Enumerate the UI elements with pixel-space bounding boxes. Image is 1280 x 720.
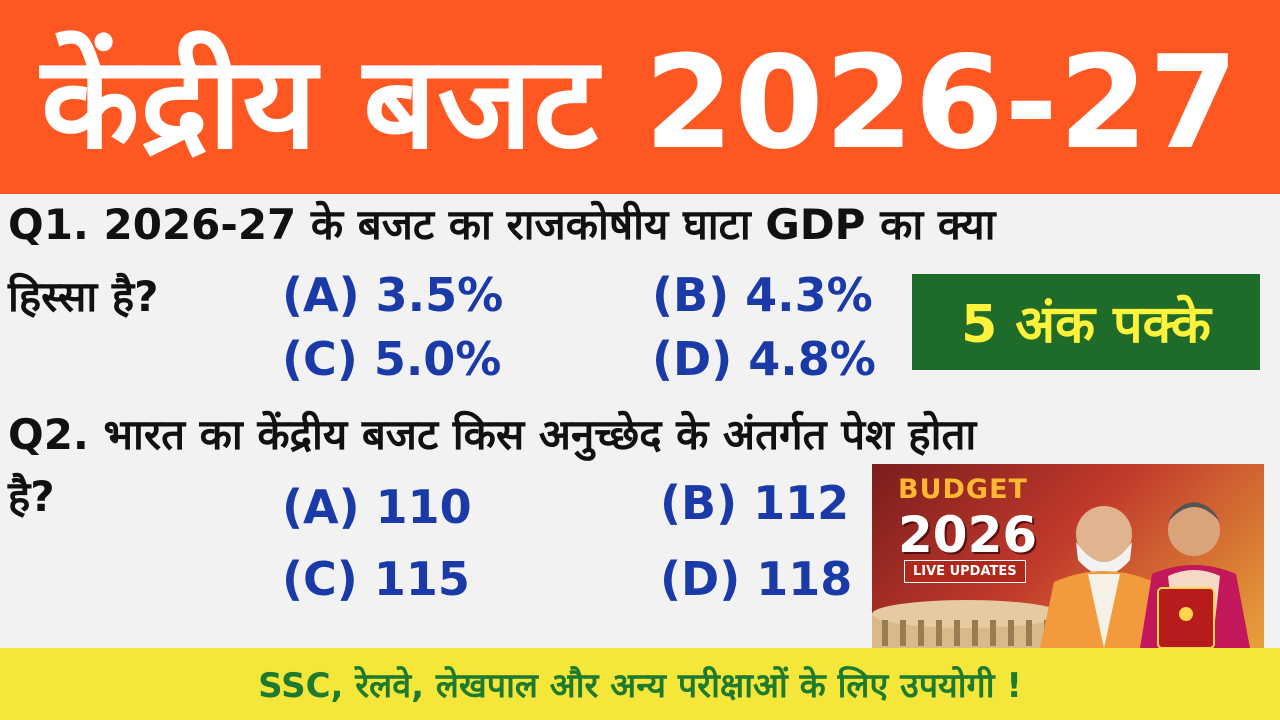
question-1-line-2: हिस्सा है? (8, 272, 159, 321)
marks-badge: 5 अंक पक्के (912, 274, 1260, 370)
thumbnail-year: 2026 (898, 506, 1038, 564)
footer-bar (0, 648, 1280, 720)
budget-thumbnail: BUDGET 2026 LIVE UPDATES (872, 464, 1264, 648)
q1-option-b: (B) 4.3% (652, 268, 873, 322)
question-2-line-1: Q2. भारत का केंद्रीय बजट किस अनुच्छेद के… (8, 410, 977, 459)
title-banner (0, 0, 1280, 194)
footer-text: SSC, रेलवे, लेखपाल और अन्य परीक्षाओं के … (258, 666, 1022, 706)
thumbnail-live-tag: LIVE UPDATES (904, 560, 1026, 583)
q1-option-c: (C) 5.0% (282, 332, 502, 386)
q1-option-d: (D) 4.8% (652, 332, 876, 386)
q1-option-a: (A) 3.5% (282, 268, 504, 322)
thumbnail-illustration (872, 502, 1250, 648)
page-title: केंद्रीय बजट 2026-27 (41, 28, 1239, 178)
q2-option-b: (B) 112 (660, 476, 850, 530)
q2-option-a: (A) 110 (282, 480, 472, 534)
thumbnail-heading: BUDGET (898, 474, 1028, 505)
q2-option-c: (C) 115 (282, 552, 470, 606)
question-2-line-2: है? (8, 472, 55, 521)
q2-option-d: (D) 118 (660, 552, 853, 606)
question-1-line-1: Q1. 2026-27 के बजट का राजकोषीय घाटा GDP … (8, 200, 996, 249)
